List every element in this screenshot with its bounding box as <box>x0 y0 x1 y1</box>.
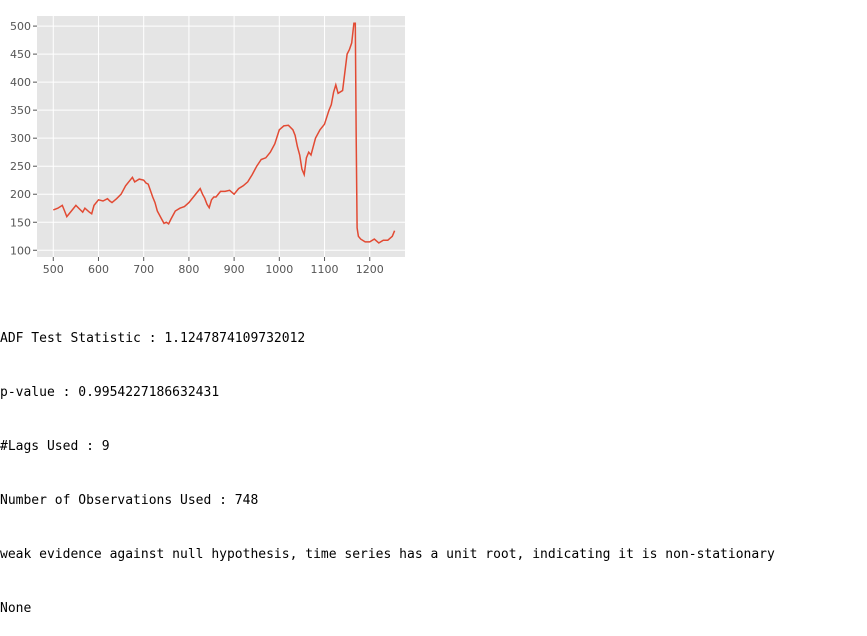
y-tick-label: 300 <box>10 132 31 145</box>
y-tick-label: 400 <box>10 76 31 89</box>
y-tick-label: 350 <box>10 104 31 117</box>
line-chart: 500 600 700 800 900 1000 1100 1200 100 150 200 250… <box>10 16 405 276</box>
conclusion-line: weak evidence against null hypothesis, t… <box>0 547 775 562</box>
x-tick-label: 800 <box>178 263 199 276</box>
y-tick-label: 450 <box>10 48 31 61</box>
p-value-line: p-value : 0.9954227186632431 <box>0 385 220 400</box>
x-tick-label: 900 <box>224 263 245 276</box>
y-tick-label: 200 <box>10 188 31 201</box>
x-tick-label: 600 <box>88 263 109 276</box>
x-tick-label: 1200 <box>356 263 384 276</box>
adf-statistic-line: ADF Test Statistic : 1.1247874109732012 <box>0 331 306 346</box>
series-line <box>53 22 396 244</box>
x-tick-label: 500 <box>43 263 64 276</box>
lags-used-line: #Lags Used : 9 <box>0 439 110 454</box>
y-tick-label: 100 <box>10 244 31 257</box>
y-axis-ticks: 100 150 200 250 300 350 400 450 500 <box>10 20 37 257</box>
x-tick-label: 1000 <box>265 263 293 276</box>
y-tick-label: 500 <box>10 20 31 33</box>
y-tick-label: 150 <box>10 216 31 229</box>
x-axis-ticks: 500 600 700 800 900 1000 1100 1200 <box>43 257 384 276</box>
plot-area <box>37 16 405 257</box>
console-output: ADF Test Statistic : 1.1247874109732012 … <box>0 294 775 636</box>
grid-lines <box>37 16 405 257</box>
x-tick-label: 1100 <box>311 263 339 276</box>
x-tick-label: 700 <box>133 263 154 276</box>
observations-used-line: Number of Observations Used : 748 <box>0 493 259 508</box>
return-value-line: None <box>0 601 32 616</box>
y-tick-label: 250 <box>10 160 31 173</box>
